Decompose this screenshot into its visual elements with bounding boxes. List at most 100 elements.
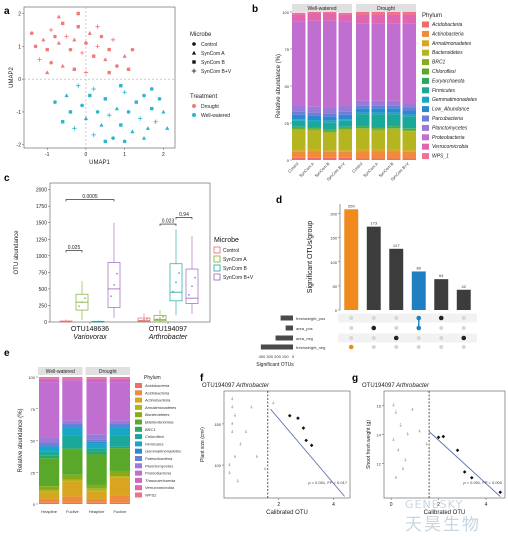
matrix-dot-empty <box>394 316 399 320</box>
y-tick-label: 0 <box>335 308 338 313</box>
stacked-bar-segment <box>323 132 337 151</box>
legend-title: Microbe <box>214 237 239 244</box>
stacked-bar-segment <box>323 113 337 117</box>
umap-point <box>142 93 146 98</box>
umap-point <box>53 34 57 39</box>
umap-point <box>79 50 85 56</box>
stacked-bar-segment <box>62 502 83 504</box>
stacked-bar-segment <box>109 427 130 436</box>
umap-point <box>119 83 123 88</box>
y-tick-label: 1000 <box>36 254 47 260</box>
stacked-bar-segment <box>109 476 130 478</box>
stacked-bar-segment <box>356 112 370 115</box>
stacked-bar-segment <box>338 114 352 120</box>
stacked-bar-segment <box>338 128 352 130</box>
set-size-tick-label: 200 <box>274 354 281 359</box>
stacked-bar-segment <box>402 151 416 159</box>
stacked-bar-segment <box>39 451 60 456</box>
intersection-count: 80 <box>417 265 422 270</box>
set-size-bar <box>285 325 293 331</box>
stacked-bar-segment <box>292 128 306 130</box>
umap-point <box>91 54 96 58</box>
point-gray: · <box>400 422 402 428</box>
matrix-dot-empty <box>439 345 444 349</box>
y-axis-label: Relative abundance (%) <box>18 408 24 472</box>
stacked-bar-segment <box>371 149 385 152</box>
stacked-bar-segment <box>356 100 370 106</box>
stacked-bar-segment <box>109 426 130 428</box>
intersection-bar <box>434 279 449 310</box>
matrix-dot-empty <box>439 336 444 340</box>
scatter-point-gray <box>228 472 231 475</box>
umap-point <box>95 44 100 49</box>
stacked-bar-segment <box>323 131 337 133</box>
legend-label: Actinobacteria <box>431 31 464 37</box>
set-size-tick-label: 400 <box>259 354 266 359</box>
panel-title-italic: Arthrobacter <box>235 383 270 389</box>
legend-key <box>422 87 429 94</box>
stacked-bar-segment <box>39 378 60 380</box>
y-tick-label: 12 <box>377 461 382 466</box>
legend-microbe-key <box>191 50 197 55</box>
y-tick-label: 25 <box>31 470 36 475</box>
legend-label: Gemmatimonadetes <box>432 97 478 103</box>
scatter-point-gray <box>231 431 234 434</box>
x-tick-label: Control <box>287 161 300 174</box>
scatter-point-gray <box>394 476 397 479</box>
umap-point <box>72 126 77 131</box>
umap-point <box>29 31 34 36</box>
panel-f-scatter: OTU194097 Arthrobacter 2 4 100 150 Calibrated… <box>200 383 351 516</box>
point-gray: · <box>229 469 231 475</box>
legend-microbe-label: SynCom A <box>201 51 225 57</box>
y-axis-label: Relative abundance (%) <box>276 54 282 118</box>
y-tick-label: 750 <box>39 270 48 276</box>
x-tick-label: 2 <box>162 152 165 158</box>
x-axis-label: UMAP1 <box>89 160 110 166</box>
set-size-bar <box>260 344 293 350</box>
box-point <box>84 297 86 299</box>
stacked-bar-segment <box>338 105 352 112</box>
legend-key <box>422 40 429 47</box>
stacked-bar-segment <box>371 151 385 159</box>
umap-point <box>68 47 73 52</box>
legend-label: Acidobacteria <box>144 383 170 388</box>
scatter-point-gray <box>255 455 258 458</box>
scatter-point-gray <box>404 459 407 462</box>
y-axis-label: OTU abundance <box>14 230 20 275</box>
stacked-bar-segment <box>292 150 306 152</box>
stacked-bar-segment <box>109 502 130 504</box>
stacked-bar-segment <box>387 128 401 150</box>
umap-point <box>83 116 89 121</box>
stacked-bar-segment <box>39 498 60 503</box>
watermark-cn: 天昊生物 <box>405 515 481 535</box>
box-point <box>156 318 158 321</box>
stacked-bar-segment <box>39 502 60 504</box>
point-gray: · <box>231 420 233 426</box>
umap-point <box>145 126 150 130</box>
box-point <box>159 317 161 319</box>
legend-label: Acidobacteria <box>431 22 463 28</box>
set-size-bar <box>275 335 293 341</box>
significance-bracket <box>159 223 177 227</box>
intersection-bar <box>456 289 471 310</box>
stacked-bar-segment <box>39 437 60 444</box>
stacked-bar-segment <box>292 120 306 127</box>
box-point <box>97 320 99 323</box>
stacked-bar-segment <box>387 112 401 115</box>
stacked-bar-segment <box>387 12 401 15</box>
umap-point <box>64 93 69 98</box>
legend-label: Verrucomicrobia <box>432 144 468 150</box>
stacked-bar-segment <box>62 435 83 449</box>
stacked-bar-segment <box>338 150 352 152</box>
scatter-point-gray <box>231 398 234 401</box>
x-tick-sublabel: Arthrobacter <box>148 334 188 341</box>
stacked-bar-segment <box>356 14 370 24</box>
stacked-bar-segment <box>109 378 130 380</box>
x-tick-label: OTU194097 <box>149 326 187 333</box>
significance-label: 0.023 <box>162 219 175 225</box>
scatter-point-gray <box>392 404 395 407</box>
point-gray: · <box>245 428 247 434</box>
stacked-bar-segment <box>323 129 337 131</box>
legend-key <box>135 448 142 454</box>
stacked-bar-segment <box>356 149 370 152</box>
